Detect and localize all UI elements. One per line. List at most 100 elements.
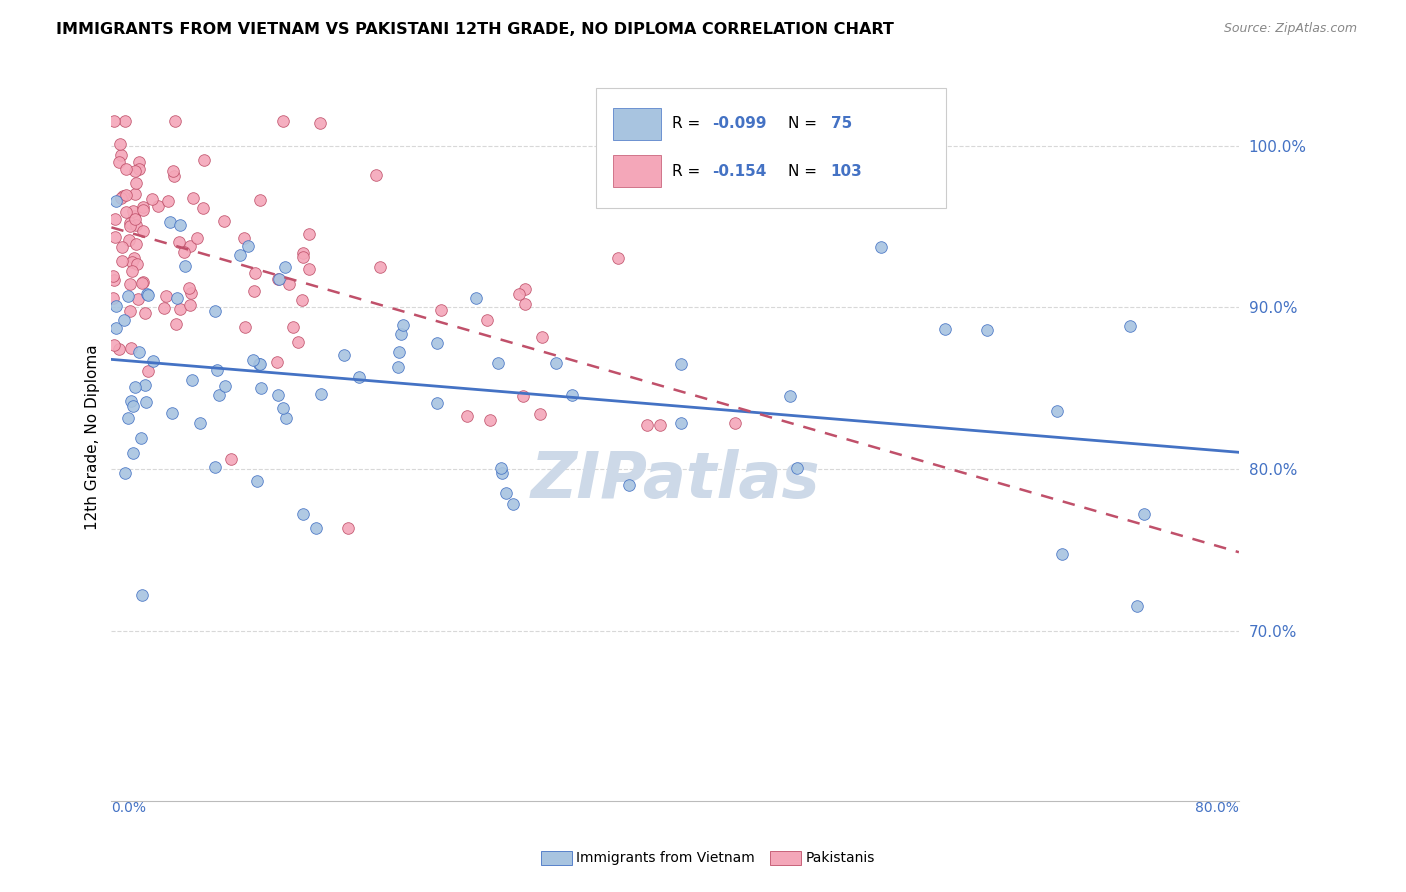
Point (606, 251, 628, 265)
Point (292, 250, 315, 264)
Point (166, 291, 188, 305)
Point (111, 253, 134, 268)
Point (274, 410, 297, 425)
Point (207, 363, 229, 377)
Text: 103: 103 (831, 164, 862, 178)
Point (169, 219, 191, 233)
Point (242, 353, 264, 368)
Point (135, 287, 157, 301)
Point (238, 239, 260, 253)
Point (132, 200, 155, 214)
Point (125, 236, 148, 251)
Text: N =: N = (787, 164, 821, 178)
Point (277, 277, 299, 291)
Text: Source: ZipAtlas.com: Source: ZipAtlas.com (1223, 22, 1357, 36)
Point (426, 396, 449, 410)
Point (529, 407, 551, 421)
Point (193, 153, 215, 167)
Point (118, 233, 141, 247)
Point (305, 520, 328, 534)
Point (103, 212, 125, 227)
Point (167, 235, 190, 249)
Point (114, 114, 136, 128)
Point (1126, 599, 1149, 613)
Point (249, 381, 271, 395)
Point (267, 272, 290, 286)
Point (177, 281, 200, 295)
Point (779, 389, 801, 403)
Point (115, 205, 138, 219)
Point (104, 300, 127, 314)
Point (131, 588, 153, 602)
Point (160, 406, 183, 420)
Point (132, 224, 155, 238)
Point (208, 388, 231, 402)
Point (249, 357, 271, 371)
Point (124, 164, 146, 178)
Point (131, 276, 153, 290)
Text: Immigrants from Vietnam: Immigrants from Vietnam (576, 851, 755, 865)
Point (132, 202, 155, 217)
Point (134, 378, 156, 392)
Point (110, 148, 132, 162)
Point (456, 409, 478, 424)
Point (129, 431, 152, 445)
Text: N =: N = (787, 116, 821, 131)
Point (389, 326, 412, 341)
Point (214, 214, 236, 228)
Point (191, 201, 214, 215)
Text: -0.154: -0.154 (713, 164, 766, 178)
Point (163, 114, 186, 128)
Point (245, 266, 267, 280)
Point (136, 288, 159, 302)
Point (173, 260, 195, 274)
FancyBboxPatch shape (596, 87, 946, 208)
Text: 80.0%: 80.0% (1195, 800, 1239, 814)
Point (180, 373, 202, 387)
Point (1046, 404, 1069, 418)
Point (121, 264, 143, 278)
Point (153, 301, 176, 316)
Point (122, 210, 145, 224)
Point (120, 394, 142, 409)
Point (266, 355, 288, 369)
Point (219, 452, 242, 467)
Point (229, 247, 252, 261)
Point (104, 229, 127, 244)
Point (134, 306, 156, 320)
Point (179, 298, 201, 312)
Point (128, 161, 150, 176)
Text: ZIPatlas: ZIPatlas (530, 450, 820, 511)
Point (337, 521, 360, 535)
Point (163, 169, 186, 183)
Point (107, 155, 129, 169)
Point (112, 313, 135, 327)
Point (249, 193, 271, 207)
Point (114, 161, 136, 176)
Point (479, 413, 502, 427)
Point (214, 379, 236, 393)
Point (508, 286, 530, 301)
Point (291, 293, 314, 307)
Point (671, 417, 693, 431)
Point (513, 282, 536, 296)
Point (347, 369, 370, 384)
Point (232, 231, 254, 245)
Point (976, 323, 998, 337)
Point (233, 319, 256, 334)
Text: Pakistanis: Pakistanis (806, 851, 875, 865)
Point (271, 114, 294, 128)
Point (128, 345, 150, 359)
FancyBboxPatch shape (613, 108, 661, 140)
Point (934, 321, 956, 335)
Point (786, 460, 808, 475)
Point (186, 231, 208, 245)
Point (125, 177, 148, 191)
Point (181, 191, 204, 205)
Point (120, 341, 142, 355)
Point (155, 289, 177, 303)
Point (110, 191, 132, 205)
Point (138, 364, 160, 378)
Point (118, 304, 141, 318)
Point (146, 199, 169, 213)
